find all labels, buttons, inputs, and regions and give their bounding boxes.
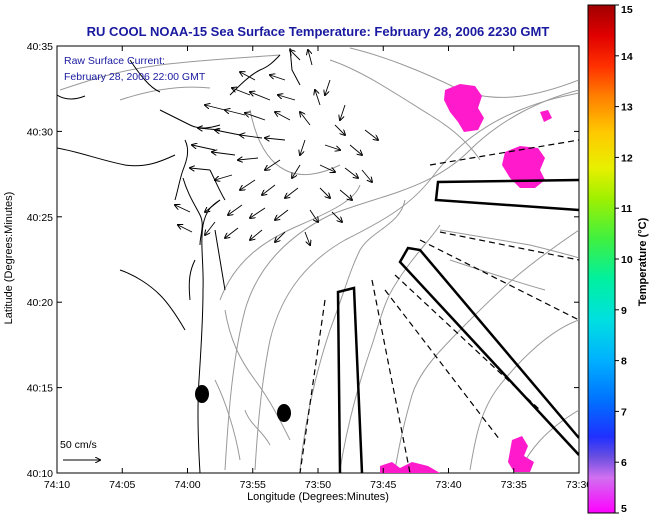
- current-vectors: [175, 50, 378, 245]
- y-tick-label: 40:30: [27, 126, 53, 138]
- x-tick-label: 74:10: [44, 479, 70, 491]
- colorbar-tick-label: 11: [621, 203, 632, 215]
- radar-range-lines: [299, 139, 579, 473]
- scale-label: 50 cm/s: [60, 439, 97, 451]
- x-tick-label: 73:55: [240, 479, 266, 491]
- x-tick-label: 73:35: [501, 479, 527, 491]
- x-axis-ticks: 74:10 74:05 74:00 73:55 73:50 73:45 73:40 73:35…: [44, 46, 592, 491]
- colorbar-tick-label: 5: [621, 503, 627, 515]
- y-tick-label: 40:10: [27, 468, 53, 480]
- y-axis-label: Latitude (Degrees:Minutes): [3, 192, 15, 325]
- colorbar-tick-label: 7: [621, 406, 627, 418]
- map-contents: [57, 47, 579, 473]
- colorbar-tick-label: 10: [621, 254, 633, 266]
- colorbar-tick-label: 12: [621, 152, 633, 164]
- x-axis-label: Longitude (Degrees:Minutes): [247, 491, 389, 503]
- y-axis-ticks: 40:35 40:30 40:25 40:20 40:15 40:10: [27, 41, 579, 480]
- y-tick-label: 40:20: [27, 297, 53, 309]
- colorbar-ticks: 15 14 13 12 11 10 9 8 7 6 5: [615, 4, 633, 515]
- colorbar-label: Temperature (°C): [637, 217, 649, 306]
- x-tick-label: 74:00: [174, 479, 200, 491]
- chart-title: RU COOL NOAA-15 Sea Surface Temperature:…: [87, 24, 550, 39]
- station-marker: [195, 385, 209, 403]
- x-tick-label: 73:50: [305, 479, 331, 491]
- bathymetry-contours: [59, 47, 579, 471]
- sst-warm-patches: [380, 84, 552, 473]
- x-tick-label: 73:45: [370, 479, 396, 491]
- colorbar-tick-label: 13: [621, 102, 633, 114]
- annotation-line-2: February 28, 2006 22:00 GMT: [64, 71, 206, 83]
- y-tick-label: 40:15: [27, 383, 53, 395]
- x-tick-label: 73:30: [566, 479, 592, 491]
- annotation-line-1: Raw Surface Current:: [64, 55, 165, 67]
- y-tick-label: 40:25: [27, 212, 53, 224]
- colorbar-tick-label: 6: [621, 457, 627, 469]
- colorbar-tick-label: 9: [621, 305, 627, 317]
- x-tick-label: 73:40: [435, 479, 461, 491]
- colorbar-tick-label: 15: [621, 4, 633, 16]
- station-marker: [277, 404, 291, 422]
- colorbar: [587, 4, 616, 514]
- y-tick-label: 40:35: [27, 41, 53, 53]
- colorbar-tick-label: 8: [621, 356, 627, 368]
- radar-sector-outlines: [336, 178, 579, 473]
- coastline: [57, 47, 301, 473]
- x-tick-label: 74:05: [109, 479, 135, 491]
- colorbar-tick-label: 14: [621, 51, 633, 63]
